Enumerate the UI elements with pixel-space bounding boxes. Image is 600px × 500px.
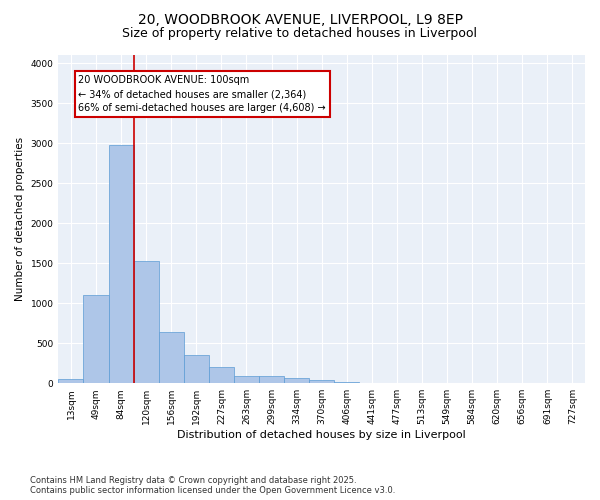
Bar	[234, 376, 259, 383]
Bar	[309, 380, 334, 383]
Y-axis label: Number of detached properties: Number of detached properties	[15, 137, 25, 301]
Bar	[284, 378, 309, 383]
Bar	[184, 355, 209, 383]
Bar	[58, 379, 83, 383]
Bar	[334, 382, 359, 383]
Bar	[259, 376, 284, 383]
Text: Contains HM Land Registry data © Crown copyright and database right 2025.
Contai: Contains HM Land Registry data © Crown c…	[30, 476, 395, 495]
Text: 20, WOODBROOK AVENUE, LIVERPOOL, L9 8EP: 20, WOODBROOK AVENUE, LIVERPOOL, L9 8EP	[137, 12, 463, 26]
Bar	[109, 144, 134, 383]
Text: 20 WOODBROOK AVENUE: 100sqm
← 34% of detached houses are smaller (2,364)
66% of : 20 WOODBROOK AVENUE: 100sqm ← 34% of det…	[79, 75, 326, 113]
Bar	[159, 332, 184, 383]
X-axis label: Distribution of detached houses by size in Liverpool: Distribution of detached houses by size …	[178, 430, 466, 440]
Bar	[209, 367, 234, 383]
Bar	[134, 260, 159, 383]
Text: Size of property relative to detached houses in Liverpool: Size of property relative to detached ho…	[122, 28, 478, 40]
Bar	[83, 295, 109, 383]
